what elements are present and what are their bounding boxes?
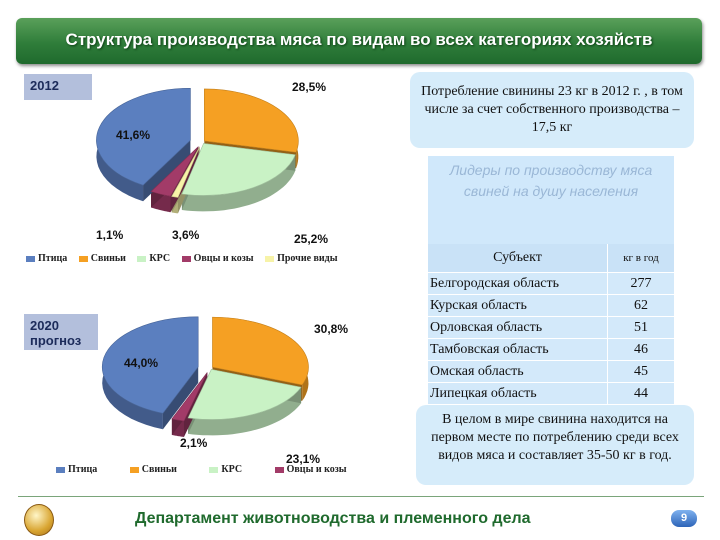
chart-2012-label-swine: 28,5% <box>292 80 327 94</box>
chart-2020-title-line: 2020 <box>30 318 59 333</box>
chart-2012-label-poultry: 41,6% <box>116 128 151 142</box>
pie-slice <box>150 146 199 197</box>
region-value: 45 <box>607 360 674 383</box>
title-bar: Структура производства мяса по видам во … <box>16 18 702 64</box>
chart-2012-label-cattle: 25,2% <box>294 232 329 246</box>
legend-item: Овцы и козы <box>181 253 254 264</box>
leaders-heading: Лидеры по производству мяса свиней на ду… <box>449 162 653 199</box>
chart-2020-legend: Птица Свиньи КРС Овцы и козы <box>56 464 356 475</box>
legend-label: КРС <box>221 464 243 475</box>
chart-2020-label-cattle: 23,1% <box>286 452 321 466</box>
legend-label: КРС <box>149 253 171 264</box>
table-row: Белгородская область 277 <box>428 272 674 295</box>
table-row: Омская область 45 <box>428 360 674 383</box>
legend-item: КРС <box>209 464 242 475</box>
legend-item: Овцы и козы <box>274 464 347 475</box>
chart-2012-label-sheep: 3,6% <box>172 228 200 242</box>
legend-label: Овцы и козы <box>286 464 347 475</box>
table-row: Курская область 62 <box>428 294 674 317</box>
col-value-header: кг в год <box>607 244 674 273</box>
legend-item: Свиньи <box>129 464 177 475</box>
ministry-logo-icon <box>24 504 54 536</box>
chart-2012-legend: Птица Свиньи КРС Овцы и козы Прочие виды <box>26 253 347 264</box>
pie-slice-side <box>188 387 302 436</box>
region-name: Орловская область <box>428 316 608 339</box>
chart-2020-label-swine: 30,8% <box>314 322 349 336</box>
pie-slice <box>101 316 199 414</box>
legend-item: КРС <box>137 253 170 264</box>
chart-2020-label-poultry: 44,0% <box>124 356 159 370</box>
chart-2012-label-other: 1,1% <box>96 228 124 242</box>
pie-slice-side <box>181 154 296 212</box>
chart-2020-label-sheep: 2,1% <box>180 436 208 450</box>
legend-label: Овцы и козы <box>193 253 254 264</box>
legend-item: Птица <box>56 464 97 475</box>
region-name: Курская область <box>428 294 608 317</box>
chart-2012-year-label: 2012 <box>24 74 92 100</box>
chart-2012-title: 2012 <box>30 78 59 93</box>
chart-2020-title-line: прогноз <box>30 333 82 348</box>
region-value: 51 <box>607 316 674 339</box>
world-consumption-box: В целом в мире свинина находится на перв… <box>416 405 694 485</box>
page-number: 9 <box>671 510 697 527</box>
pie-slice <box>187 369 302 420</box>
table-row: Липецкая область 44 <box>428 382 674 405</box>
pie-slice <box>96 87 191 186</box>
footer-department: Департамент животноводства и племенного … <box>135 510 531 527</box>
pie-chart-2012 <box>96 87 299 214</box>
region-value: 62 <box>607 294 674 317</box>
legend-label: Свиньи <box>90 253 126 264</box>
legend-label: Свиньи <box>141 464 177 475</box>
consumption-box: Потребление свинины 23 кг в 2012 г. , в … <box>410 72 694 148</box>
region-name: Белгородская область <box>428 272 608 295</box>
pie-slice-wall <box>143 140 191 202</box>
world-consumption-text: В целом в мире свинина находится на перв… <box>431 412 679 463</box>
legend-label: Птица <box>38 253 68 264</box>
pie-slice-wall <box>162 366 199 430</box>
pie-slice <box>171 372 208 422</box>
pie-slice <box>181 143 296 196</box>
table-row: Орловская область 51 <box>428 316 674 339</box>
legend-item: Свиньи <box>78 253 126 264</box>
legend-label: Прочие виды <box>277 253 338 264</box>
region-name: Тамбовская область <box>428 338 608 361</box>
region-name: Омская область <box>428 360 608 383</box>
footer-divider <box>18 496 704 497</box>
pie-slice <box>171 146 200 198</box>
table-row: Тамбовская область 46 <box>428 338 674 361</box>
region-value: 46 <box>607 338 674 361</box>
leaders-heading-box: Лидеры по производству мяса свиней на ду… <box>428 156 674 244</box>
region-name: Липецкая область <box>428 382 608 405</box>
table-header-row: Субъект кг в год <box>428 244 674 273</box>
legend-item: Птица <box>26 253 67 264</box>
leaders-table: Субъект кг в год Белгородская область 277… <box>428 244 674 405</box>
legend-label: Птица <box>68 464 98 475</box>
region-value: 44 <box>607 382 674 405</box>
legend-item: Прочие виды <box>265 253 338 264</box>
consumption-text: Потребление свинины 23 кг в 2012 г. , в … <box>421 84 683 135</box>
col-subject-header: Субъект <box>428 244 608 273</box>
region-value: 277 <box>607 272 674 295</box>
pie-chart-2020 <box>101 316 309 437</box>
chart-2020-year-label: 2020 прогноз <box>24 314 98 350</box>
pie-slice <box>204 88 299 153</box>
page-title: Структура производства мяса по видам во … <box>65 30 653 49</box>
pie-slice <box>212 316 309 386</box>
